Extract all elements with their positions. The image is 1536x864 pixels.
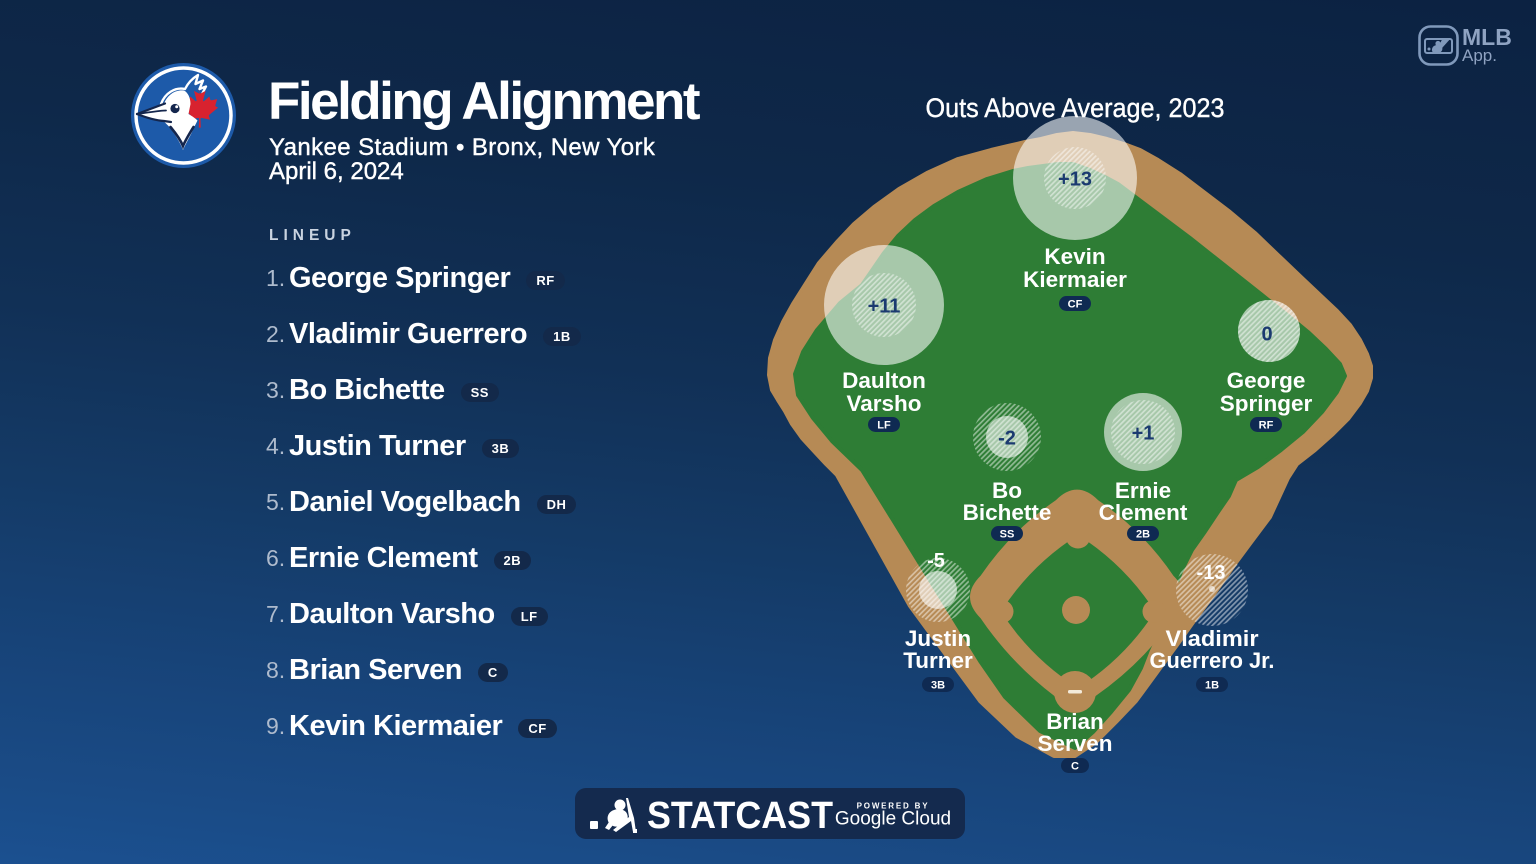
svg-text:LF: LF xyxy=(877,420,891,432)
svg-text:George: George xyxy=(1227,368,1306,393)
svg-text:Varsho: Varsho xyxy=(846,391,921,416)
svg-text:2B: 2B xyxy=(1136,529,1150,541)
svg-text:Turner: Turner xyxy=(903,648,973,673)
svg-text:STATCAST: STATCAST xyxy=(647,795,833,837)
svg-text:Brian: Brian xyxy=(1046,709,1104,734)
svg-text:C: C xyxy=(1071,761,1079,773)
svg-text:0: 0 xyxy=(1261,324,1272,346)
svg-text:Google Cloud: Google Cloud xyxy=(835,809,951,830)
svg-text:Clement: Clement xyxy=(1099,500,1188,525)
svg-text:+1: +1 xyxy=(1132,423,1155,445)
svg-text:Daulton: Daulton xyxy=(842,368,926,393)
svg-text:Bichette: Bichette xyxy=(963,500,1052,525)
svg-text:App.: App. xyxy=(1462,46,1497,65)
svg-text:Kiermaier: Kiermaier xyxy=(1023,267,1127,292)
svg-text:Outs Above Average, 2023: Outs Above Average, 2023 xyxy=(926,93,1225,123)
svg-text:Kevin: Kevin xyxy=(1044,244,1105,269)
svg-text:-13: -13 xyxy=(1197,562,1226,584)
svg-text:SS: SS xyxy=(1000,529,1015,541)
svg-text:POWERED BY: POWERED BY xyxy=(857,802,930,811)
svg-text:MLB: MLB xyxy=(1462,24,1512,50)
svg-text:Springer: Springer xyxy=(1220,391,1313,416)
svg-text:CF: CF xyxy=(1068,299,1083,311)
svg-text:1B: 1B xyxy=(1205,680,1219,692)
svg-text:-2: -2 xyxy=(998,428,1016,450)
svg-text:+11: +11 xyxy=(868,296,901,318)
svg-text:Justin: Justin xyxy=(905,626,971,651)
svg-text:3B: 3B xyxy=(931,680,945,692)
svg-text:-5: -5 xyxy=(927,550,945,572)
svg-text:Guerrero Jr.: Guerrero Jr. xyxy=(1150,648,1275,673)
svg-text:RF: RF xyxy=(1259,420,1274,432)
svg-text:Bo: Bo xyxy=(992,478,1022,503)
svg-text:Vladimir: Vladimir xyxy=(1166,626,1259,651)
svg-text:+13: +13 xyxy=(1058,169,1092,191)
svg-text:Ernie: Ernie xyxy=(1115,478,1171,503)
svg-text:Serven: Serven xyxy=(1037,731,1112,756)
